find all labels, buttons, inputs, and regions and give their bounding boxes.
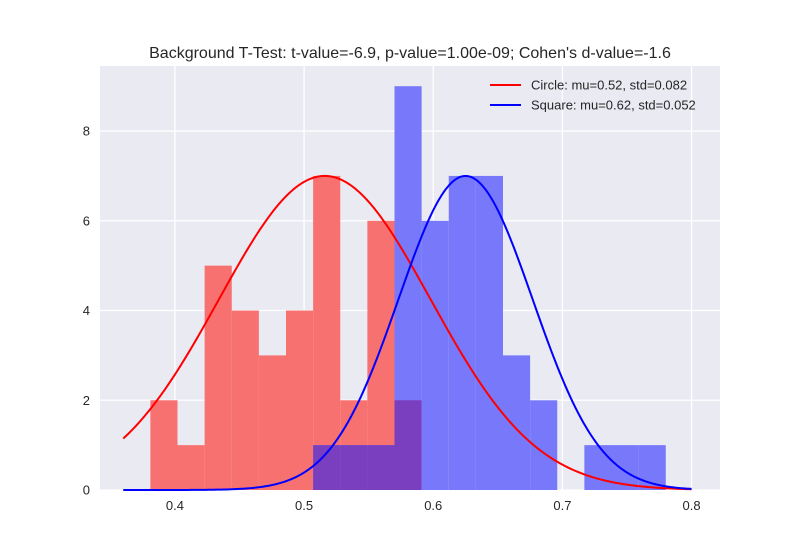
y-tick-label-3: 6 xyxy=(83,213,90,228)
x-tick-label-0: 0.4 xyxy=(166,498,184,513)
bar-circle-2 xyxy=(204,265,232,490)
legend-label-1: Square: mu=0.62, std=0.052 xyxy=(531,98,696,113)
density-curves xyxy=(122,174,692,491)
bar-square-16 xyxy=(584,445,612,490)
bar-square-10 xyxy=(421,220,449,491)
legend: Circle: mu=0.52, std=0.082 Square: mu=0.6… xyxy=(490,78,696,113)
histogram-overlap-bars xyxy=(313,400,422,490)
x-axis-ticks: 0.4 0.5 0.6 0.7 0.8 xyxy=(166,498,701,513)
y-tick-label-4: 8 xyxy=(83,124,90,139)
bar-circle-0 xyxy=(150,400,178,490)
y-axis-ticks: 0 2 4 6 8 xyxy=(83,124,90,498)
bar-circle-4 xyxy=(258,355,286,490)
curve-circle xyxy=(122,174,692,491)
bar-circle-6 xyxy=(313,175,341,491)
bar-circle-1 xyxy=(177,445,205,490)
bar-square-11 xyxy=(448,175,476,491)
bar-overlap-7 xyxy=(340,445,368,490)
x-tick-label-4: 0.8 xyxy=(683,498,701,513)
y-tick-label-0: 0 xyxy=(83,483,90,498)
bar-square-12 xyxy=(475,175,503,491)
chart-title: Background T-Test: t-value=-6.9, p-value… xyxy=(149,45,671,62)
bar-overlap-9 xyxy=(394,400,422,490)
y-tick-label-1: 2 xyxy=(83,393,90,408)
x-tick-label-2: 0.6 xyxy=(424,498,442,513)
bar-square-13 xyxy=(503,355,531,490)
bar-circle-5 xyxy=(286,310,314,490)
bar-circle-3 xyxy=(231,310,259,490)
curve-square xyxy=(123,174,692,491)
legend-label-0: Circle: mu=0.52, std=0.082 xyxy=(531,78,687,93)
x-tick-label-3: 0.7 xyxy=(553,498,571,513)
bar-overlap-8 xyxy=(367,445,395,490)
x-tick-label-1: 0.5 xyxy=(295,498,313,513)
y-tick-label-2: 4 xyxy=(83,303,90,318)
